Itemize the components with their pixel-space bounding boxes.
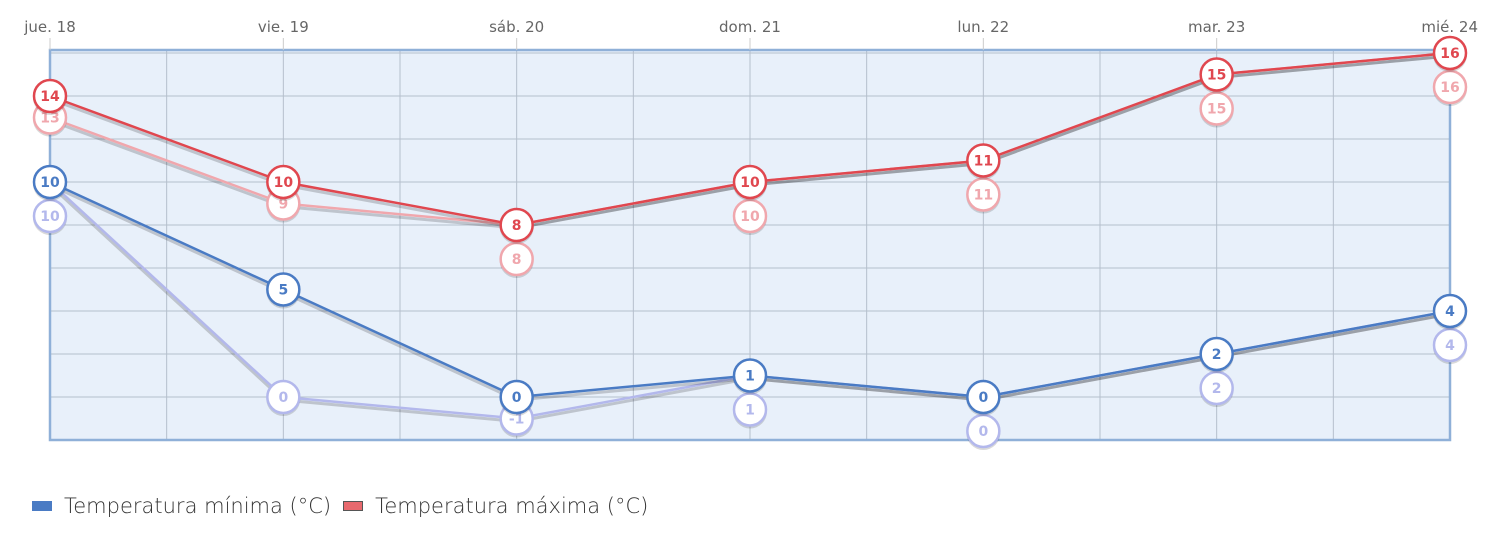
- data-label: 8: [512, 218, 522, 234]
- legend-label-max: Temperatura máxima (°C): [375, 494, 649, 518]
- data-point: [32, 78, 68, 114]
- legend-swatch-min: [32, 501, 52, 511]
- x-tick-label: lun. 22: [957, 18, 1009, 36]
- data-label: 1: [745, 369, 755, 385]
- data-label: 10: [740, 175, 760, 191]
- data-label: 9: [278, 197, 288, 213]
- data-point: [1432, 69, 1468, 105]
- temperature-chart: jue. 18 vie. 19 sáb. 20 dom. 21 lun. 22 mar. …: [23, 18, 1478, 450]
- data-label: 11: [974, 188, 993, 204]
- data-label: 1: [745, 403, 755, 419]
- data-label: -1: [509, 412, 525, 428]
- data-point: [732, 392, 768, 427]
- data-label: 15: [1207, 102, 1226, 118]
- data-point: [966, 177, 1001, 212]
- data-label: 10: [740, 209, 760, 225]
- data-point: [732, 198, 768, 234]
- data-label: 8: [512, 252, 522, 268]
- data-label: 15: [1207, 68, 1226, 84]
- data-point: [32, 164, 68, 200]
- data-point: [1199, 91, 1234, 126]
- legend-item-min[interactable]: Temperatura mínima (°C): [32, 494, 331, 518]
- data-label: 4: [1445, 304, 1455, 320]
- data-label: 0: [278, 390, 288, 406]
- data-label: 10: [40, 175, 60, 191]
- data-label: 0: [978, 424, 988, 440]
- legend-item-max[interactable]: Temperatura máxima (°C): [343, 494, 648, 518]
- data-point: [966, 379, 1001, 415]
- x-tick-label: jue. 18: [23, 18, 76, 36]
- x-tick-label: vie. 19: [258, 18, 309, 36]
- data-point: [266, 379, 301, 415]
- data-point: [1199, 336, 1234, 372]
- x-tick-label: sáb. 20: [489, 18, 544, 36]
- data-point: [1432, 327, 1468, 363]
- data-point: [732, 358, 768, 393]
- data-label: 14: [40, 89, 60, 105]
- data-label: 10: [274, 175, 294, 191]
- data-label: 5: [278, 283, 288, 299]
- x-tick-label: mié. 24: [1421, 18, 1478, 36]
- legend: Temperatura mínima (°C) Temperatura máxi…: [32, 494, 660, 518]
- data-point: [732, 164, 768, 200]
- data-label: 16: [1440, 46, 1459, 62]
- data-label: 0: [978, 390, 988, 406]
- data-point: [1199, 370, 1234, 406]
- data-label: 2: [1212, 347, 1222, 363]
- legend-swatch-max: [343, 501, 364, 511]
- data-point: [32, 198, 68, 234]
- x-tick-label: mar. 23: [1188, 18, 1245, 36]
- data-point: [499, 241, 534, 277]
- data-point: [266, 272, 301, 307]
- data-label: 11: [974, 154, 993, 170]
- data-point: [499, 207, 534, 243]
- data-point: [1432, 35, 1468, 71]
- data-point: [966, 143, 1001, 178]
- data-label: 2: [1212, 381, 1222, 397]
- data-label: 13: [40, 111, 59, 127]
- data-point: [499, 379, 534, 415]
- data-label: 0: [512, 390, 522, 406]
- x-tick-label: dom. 21: [719, 18, 781, 36]
- data-label: 4: [1445, 338, 1455, 354]
- data-point: [1432, 293, 1468, 329]
- data-point: [966, 413, 1001, 449]
- legend-label-min: Temperatura mínima (°C): [64, 494, 332, 518]
- data-label: 16: [1440, 80, 1459, 96]
- data-point: [266, 164, 301, 200]
- data-label: 10: [40, 209, 60, 225]
- data-point: [1199, 57, 1234, 92]
